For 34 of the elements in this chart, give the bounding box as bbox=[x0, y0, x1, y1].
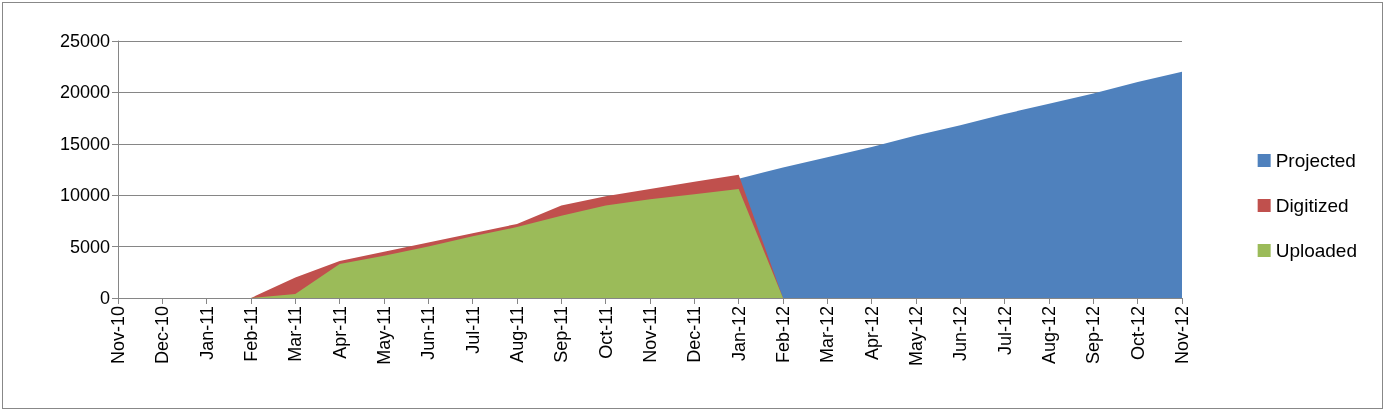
y-tick-label: 15000 bbox=[59, 133, 110, 154]
x-tick-label: Feb-12 bbox=[773, 306, 793, 364]
x-tick-label: Oct-11 bbox=[595, 306, 616, 359]
x-tick-label: Jun-11 bbox=[418, 306, 439, 360]
x-tick-label: Nov-12 bbox=[1172, 306, 1192, 365]
x-tick-label: Jan-12 bbox=[728, 306, 749, 362]
legend-label: Uploaded bbox=[1275, 240, 1357, 261]
x-tick-label: Jul-12 bbox=[994, 306, 1015, 356]
x-tick-label: Mar-11 bbox=[285, 306, 306, 362]
y-tick-label: 5000 bbox=[69, 236, 110, 257]
x-tick-label: Oct-12 bbox=[1127, 306, 1148, 361]
x-tick-label: Jan-11 bbox=[196, 306, 217, 360]
x-tick-label: Sep-11 bbox=[551, 306, 572, 363]
x-tick-label: Jun-12 bbox=[950, 306, 971, 362]
legend-label: Digitized bbox=[1275, 195, 1349, 216]
x-tick-label: Dec-11 bbox=[684, 306, 705, 363]
x-tick-label: Aug-11 bbox=[507, 306, 527, 363]
x-tick-label: Dec-10 bbox=[152, 306, 173, 365]
x-tick-label: Aug-12 bbox=[1039, 306, 1059, 365]
y-tick-label: 0 bbox=[99, 288, 110, 308]
x-tick-label: Feb-11 bbox=[241, 306, 261, 362]
x-tick-label: Mar-12 bbox=[817, 306, 838, 364]
x-tick-label: May-12 bbox=[906, 306, 926, 367]
x-tick-label: Jul-11 bbox=[462, 306, 483, 354]
x-tick-label: Apr-12 bbox=[861, 306, 882, 361]
y-tick-label: 20000 bbox=[59, 82, 110, 103]
x-tick-label: Sep-12 bbox=[1083, 306, 1104, 365]
y-tick-label: 10000 bbox=[59, 185, 110, 206]
y-tick-label: 25000 bbox=[59, 31, 110, 51]
x-tick-label: Apr-11 bbox=[329, 306, 350, 359]
x-tick-label: Nov-11 bbox=[640, 306, 660, 363]
x-tick-label: May-11 bbox=[374, 306, 394, 365]
x-tick-label: Nov-10 bbox=[108, 306, 128, 365]
legend-label: Projected bbox=[1275, 150, 1356, 171]
